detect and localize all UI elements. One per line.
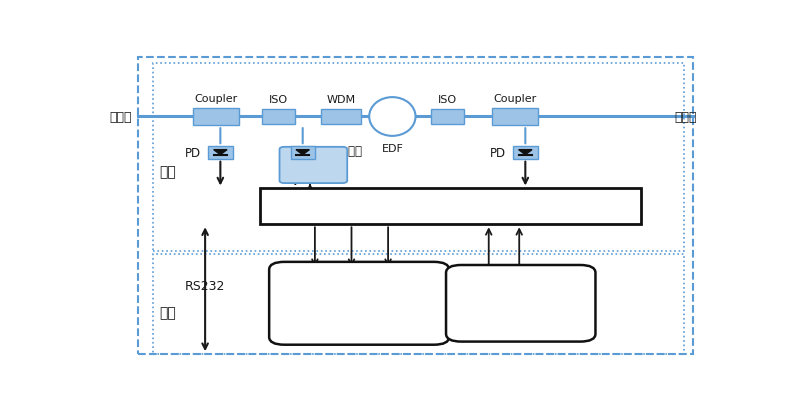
Polygon shape (213, 150, 227, 155)
Text: RS232: RS232 (185, 279, 225, 292)
Text: ISO: ISO (438, 95, 457, 105)
Polygon shape (519, 150, 532, 155)
Text: 光输出: 光输出 (674, 111, 697, 124)
Bar (153, 64, 684, 251)
Text: EDF: EDF (382, 144, 403, 153)
Bar (153, 254, 684, 354)
Text: 980 泵浦: 980 泵浦 (322, 145, 362, 158)
FancyBboxPatch shape (269, 262, 449, 345)
Text: 控制: 控制 (512, 306, 529, 320)
Text: 模块: 模块 (159, 165, 176, 179)
Text: PD: PD (185, 147, 201, 160)
Text: ATC: ATC (301, 159, 325, 172)
Bar (209, 147, 233, 159)
Polygon shape (296, 150, 309, 155)
Bar (193, 109, 238, 126)
Text: 面板按键: 面板按键 (504, 289, 538, 303)
Bar (260, 189, 641, 225)
Ellipse shape (369, 98, 416, 136)
Text: 显示: 显示 (351, 289, 368, 303)
Text: 台式: 台式 (159, 305, 176, 319)
FancyBboxPatch shape (446, 265, 596, 342)
Bar (321, 109, 360, 125)
Bar (430, 109, 464, 125)
Bar (262, 109, 295, 125)
Bar (290, 147, 315, 159)
FancyBboxPatch shape (279, 147, 347, 183)
Text: 光输入: 光输入 (109, 111, 132, 124)
Text: PD: PD (490, 147, 506, 160)
Text: CPU  控制系统: CPU 控制系统 (412, 199, 490, 214)
Bar (513, 147, 538, 159)
Text: Coupler: Coupler (493, 94, 536, 104)
Bar (492, 109, 538, 126)
Text: Coupler: Coupler (194, 94, 238, 104)
Text: WDM: WDM (327, 95, 356, 105)
Text: ISO: ISO (269, 95, 288, 105)
Text: （输出功率、状态等）: （输出功率、状态等） (322, 308, 397, 321)
